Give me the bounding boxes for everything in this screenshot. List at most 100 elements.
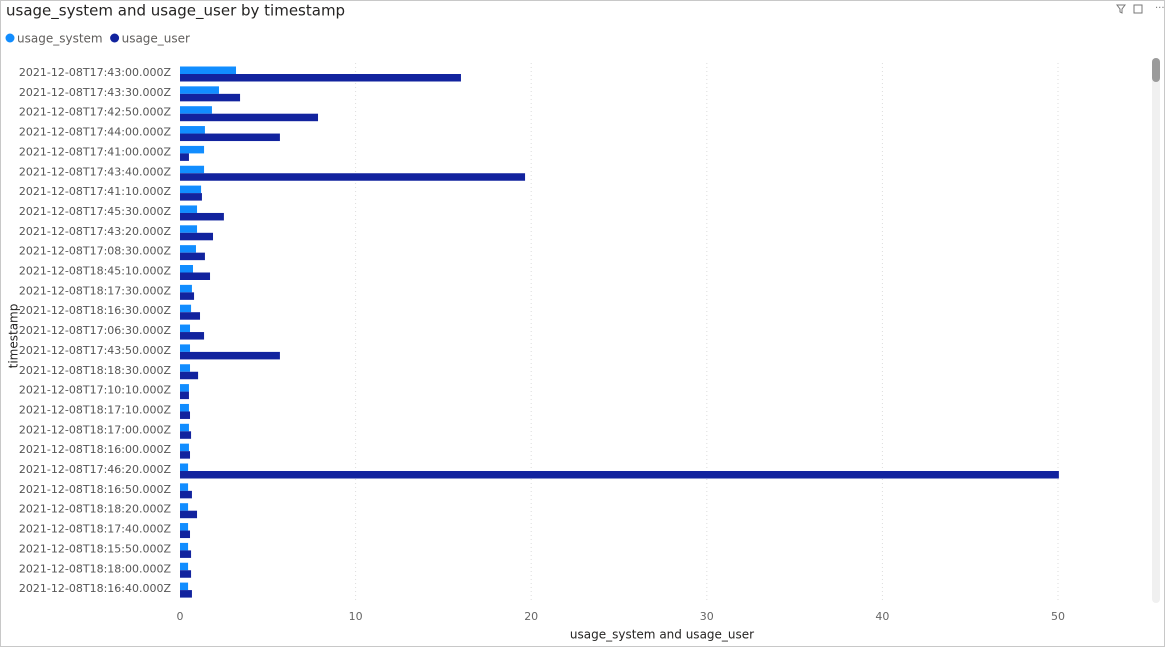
visual-icons[interactable]: ···	[1116, 3, 1165, 14]
y-tick-label: 2021-12-08T17:43:00.000Z	[19, 66, 172, 79]
bar	[180, 324, 191, 333]
bar	[180, 550, 192, 558]
bar	[180, 292, 195, 300]
bar	[180, 212, 224, 221]
bar	[180, 74, 461, 82]
y-tick-label: 2021-12-08T17:45:30.000Z	[19, 205, 172, 218]
more-icon[interactable]: ···	[1155, 3, 1165, 14]
y-tick-label: 2021-12-08T17:10:10.000Z	[19, 384, 172, 397]
bar	[180, 582, 189, 591]
bar	[180, 133, 280, 142]
chart-title: usage_system and usage_user by timestamp	[6, 2, 345, 21]
bar	[180, 232, 214, 241]
bar	[180, 284, 192, 293]
y-tick-label: 2021-12-08T18:17:00.000Z	[19, 423, 172, 436]
y-tick-label: 2021-12-08T18:45:10.000Z	[19, 265, 172, 278]
bar	[180, 523, 189, 531]
bar	[180, 570, 192, 578]
bar	[180, 503, 189, 511]
bar	[180, 451, 191, 459]
x-tick-label: 30	[700, 610, 714, 623]
bar	[180, 443, 189, 452]
bar	[180, 423, 189, 432]
bar	[180, 93, 241, 102]
legend-label: usage_user	[122, 32, 190, 46]
bar	[180, 272, 211, 280]
bar	[180, 225, 198, 233]
scrollbar-thumb[interactable]	[1152, 58, 1160, 82]
y-tick-label: 2021-12-08T18:16:30.000Z	[19, 304, 172, 317]
y-tick-label: 2021-12-08T18:17:40.000Z	[19, 523, 172, 536]
bar	[180, 542, 189, 551]
bar	[180, 66, 237, 74]
bar	[180, 483, 189, 491]
y-tick-label: 2021-12-08T18:18:30.000Z	[19, 364, 172, 377]
x-tick-label: 10	[349, 610, 363, 623]
bar	[180, 371, 199, 380]
bar	[180, 411, 191, 419]
bar	[180, 562, 189, 571]
bar	[180, 145, 205, 154]
legend: usage_system usage_user	[5, 32, 190, 46]
y-tick-label: 2021-12-08T17:06:30.000Z	[19, 324, 172, 337]
x-tick-label: 40	[875, 610, 889, 623]
bar	[180, 252, 205, 261]
y-tick-label: 2021-12-08T18:15:50.000Z	[19, 542, 172, 555]
y-tick-label: 2021-12-08T17:43:30.000Z	[19, 86, 172, 99]
scrollbar-track[interactable]	[1152, 58, 1160, 603]
plot-area: 0 10 20 30 40 50 2021-12-08T17:43:00.000Z 2021-…	[19, 63, 1065, 623]
x-tick-label: 0	[177, 610, 184, 623]
bar	[180, 463, 189, 471]
bar	[180, 530, 191, 539]
y-tick-label: 2021-12-08T18:16:40.000Z	[19, 582, 172, 595]
y-tick-label: 2021-12-08T17:08:30.000Z	[19, 245, 172, 258]
y-tick-label: 2021-12-08T17:41:00.000Z	[19, 145, 172, 158]
y-axis-title: timestamp	[7, 304, 21, 369]
bar	[180, 332, 205, 340]
y-tick-label: 2021-12-08T18:16:00.000Z	[19, 443, 172, 456]
focus-icon[interactable]	[1133, 4, 1143, 14]
bar	[180, 364, 191, 372]
bar	[180, 490, 192, 499]
bar	[180, 351, 280, 360]
bar	[180, 471, 1059, 479]
bar	[180, 165, 205, 174]
bar	[180, 265, 193, 273]
bar	[180, 510, 198, 519]
bar	[180, 344, 191, 352]
bar	[180, 193, 202, 201]
y-tick-label: 2021-12-08T18:16:50.000Z	[19, 483, 172, 496]
x-tick-label: 20	[524, 610, 538, 623]
bar	[180, 113, 319, 122]
bar	[180, 312, 201, 320]
y-tick-label: 2021-12-08T17:42:50.000Z	[19, 106, 172, 119]
bar	[180, 153, 189, 161]
bar	[180, 403, 189, 412]
bar	[180, 245, 196, 253]
bar	[180, 173, 526, 181]
bar	[180, 431, 192, 439]
y-tick-label: 2021-12-08T17:43:20.000Z	[19, 225, 172, 238]
bar	[180, 86, 219, 94]
x-axis-title: usage_system and usage_user	[570, 628, 754, 642]
y-tick-label: 2021-12-08T18:17:10.000Z	[19, 403, 172, 416]
bar	[180, 185, 202, 194]
filter-icon[interactable]	[1116, 4, 1126, 14]
y-tick-label: 2021-12-08T18:17:30.000Z	[19, 284, 172, 297]
legend-marker	[110, 33, 120, 43]
y-tick-label: 2021-12-08T18:18:20.000Z	[19, 503, 172, 516]
bar	[180, 391, 189, 400]
legend-marker	[5, 33, 15, 43]
bar	[180, 126, 205, 134]
y-tick-label: 2021-12-08T17:41:10.000Z	[19, 185, 172, 198]
y-tick-label: 2021-12-08T18:18:00.000Z	[19, 562, 172, 575]
y-tick-label: 2021-12-08T17:43:40.000Z	[19, 165, 172, 178]
legend-label: usage_system	[17, 32, 103, 46]
y-tick-label: 2021-12-08T17:43:50.000Z	[19, 344, 172, 357]
bar	[180, 304, 192, 313]
y-tick-label: 2021-12-08T17:44:00.000Z	[19, 126, 172, 139]
bar	[180, 205, 198, 213]
x-tick-label: 50	[1051, 610, 1065, 623]
